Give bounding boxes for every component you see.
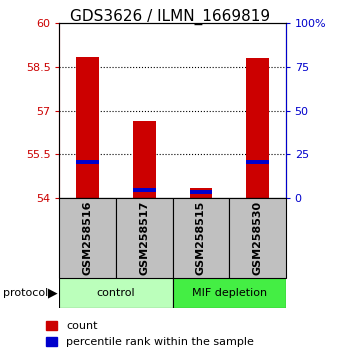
Bar [133, 188, 156, 192]
Text: MIF depletion: MIF depletion [191, 288, 267, 298]
Bar [173, 198, 229, 278]
Text: GSM258516: GSM258516 [83, 201, 93, 275]
Bar [189, 188, 212, 198]
Bar [173, 278, 286, 308]
Bar [59, 198, 116, 278]
Bar [229, 198, 286, 278]
Bar [59, 278, 173, 308]
Text: GSM258515: GSM258515 [196, 201, 206, 275]
Text: ▶: ▶ [48, 286, 57, 299]
Bar [246, 160, 269, 164]
Legend: count, percentile rank within the sample: count, percentile rank within the sample [46, 321, 254, 347]
Text: protocol: protocol [3, 288, 49, 298]
Text: control: control [97, 288, 135, 298]
Bar [189, 190, 212, 194]
Bar [116, 198, 173, 278]
Text: GSM258530: GSM258530 [252, 201, 262, 275]
Text: GDS3626 / ILMN_1669819: GDS3626 / ILMN_1669819 [70, 9, 270, 25]
Bar [133, 121, 156, 198]
Text: GSM258517: GSM258517 [139, 201, 149, 275]
Bar [76, 160, 99, 164]
Bar [76, 57, 99, 198]
Bar [246, 58, 269, 198]
